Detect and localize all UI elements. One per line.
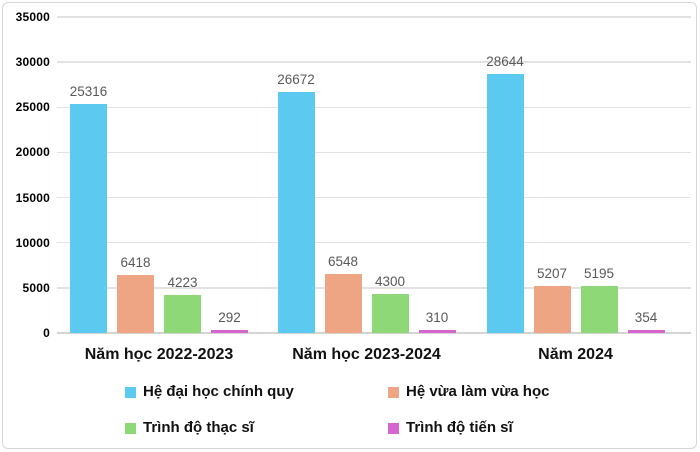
bar-value-label: 5207 [536, 265, 568, 281]
y-axis-tick-label: 25000 [15, 100, 50, 115]
legend-swatch-icon [125, 422, 136, 434]
y-axis-tick-label: 35000 [15, 10, 50, 24]
legend-swatch-icon [388, 386, 399, 398]
bar-value-label: 292 [218, 310, 241, 326]
x-axis-category-label: Năm học 2023-2024 [292, 346, 441, 363]
bar-value-label: 310 [425, 310, 449, 326]
legend-item-series1: Hệ vừa làm vừa học [388, 384, 549, 400]
legend-item-series3: Trình độ tiến sĩ [388, 420, 513, 436]
legend-item-series0: Hệ đại học chính quy [125, 384, 294, 400]
gridline-0 [57, 332, 691, 334]
x-axis-category-label: Năm học 2022-2023 [84, 346, 234, 363]
bar-value-label: 5195 [583, 266, 615, 282]
y-axis-tick-label: 5000 [22, 280, 50, 295]
bar-series0-cat0 [70, 104, 107, 333]
bar-value-label: 6548 [327, 253, 359, 269]
bar-series2-cat0 [164, 294, 201, 333]
bar-value-label: 28644 [486, 54, 524, 70]
bar-series0-cat2 [486, 74, 524, 333]
bar-series1-cat2 [533, 285, 571, 333]
legend-series-label: Hệ vừa làm vừa học [406, 383, 550, 400]
bar-value-label: 4223 [167, 274, 198, 290]
y-axis-tick-label: 30000 [15, 55, 50, 70]
legend-swatch-icon [125, 386, 136, 398]
y-axis-tick-label: 0 [43, 326, 50, 340]
bar-series1-cat0 [117, 275, 154, 333]
bar-series3-cat2 [627, 329, 665, 333]
bar-series3-cat0 [211, 330, 248, 333]
gridline-5000 [57, 287, 691, 289]
legend-series-label: Trình độ thạc sĩ [143, 419, 254, 436]
bar-value-label: 25316 [69, 84, 108, 100]
bar-series3-cat1 [418, 330, 456, 333]
bar-series1-cat1 [324, 273, 362, 333]
gridline-20000 [57, 151, 691, 154]
y-axis-tick-label: 20000 [15, 145, 50, 160]
x-axis-category-label: Năm 2024 [538, 346, 613, 363]
bar-value-label: 26672 [277, 72, 315, 88]
gridline-30000 [57, 61, 691, 63]
gridline-25000 [57, 106, 691, 109]
bar-value-label: 6418 [120, 255, 151, 271]
bar-value-label: 354 [634, 309, 658, 325]
gridline-35000 [57, 16, 691, 18]
gridline-15000 [57, 196, 691, 199]
bar-value-label: 4300 [374, 274, 406, 290]
bar-series2-cat2 [580, 286, 618, 333]
y-axis-tick-label: 15000 [15, 190, 50, 205]
bar-series0-cat1 [277, 92, 315, 333]
legend-series-label: Hệ đại học chính quy [143, 383, 294, 400]
gridline-10000 [57, 241, 691, 244]
y-axis-tick-label: 10000 [15, 235, 50, 250]
legend-swatch-icon [388, 422, 399, 434]
legend-item-series2: Trình độ thạc sĩ [125, 420, 254, 436]
bar-series2-cat1 [371, 294, 409, 333]
legend-series-label: Trình độ tiến sĩ [406, 419, 513, 436]
